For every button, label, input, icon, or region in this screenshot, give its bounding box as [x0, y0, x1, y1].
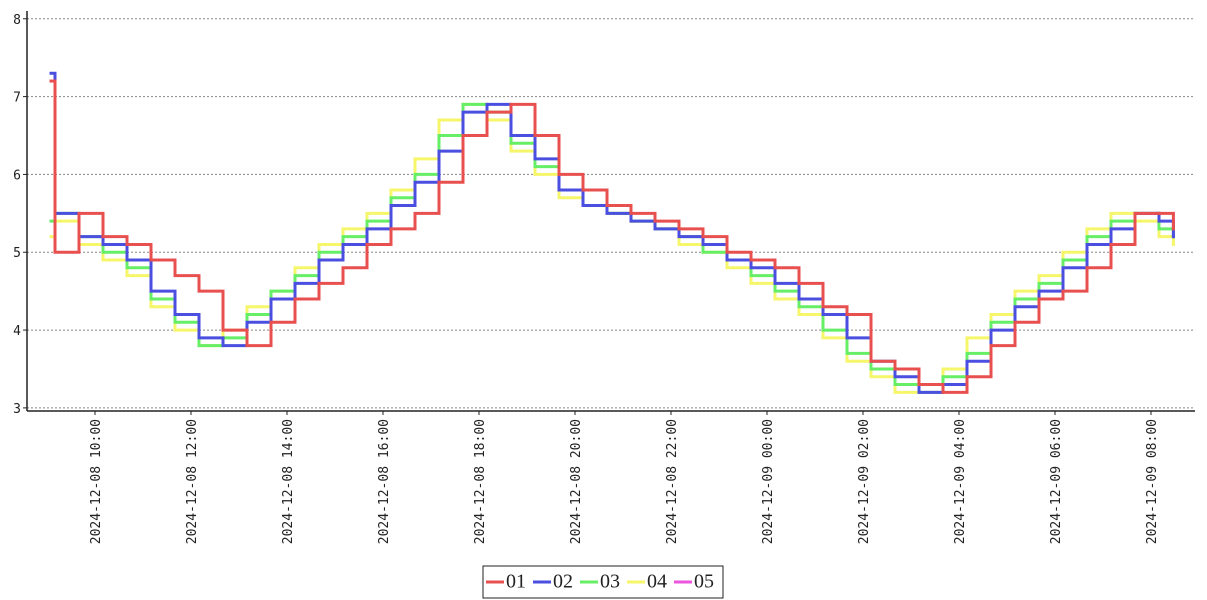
y-tick-label: 4 [13, 324, 21, 339]
x-tick-label: 2024-12-09 08:00 [1145, 419, 1160, 544]
x-tick-label: 2024-12-09 02:00 [857, 419, 872, 544]
series-line [49, 79, 1175, 394]
x-tick-label: 2024-12-08 10:00 [89, 419, 104, 544]
x-tick-label: 2024-12-08 20:00 [569, 419, 584, 544]
x-tick-label: 2024-12-08 18:00 [473, 419, 488, 544]
x-tick-label: 2024-12-08 12:00 [185, 419, 200, 544]
x-tick-label: 2024-12-09 00:00 [761, 419, 776, 544]
y-tick-label: 7 [13, 91, 21, 106]
legend-label: 03 [600, 571, 620, 593]
legend-label: 02 [553, 571, 573, 593]
x-tick-label: 2024-12-09 06:00 [1049, 419, 1064, 544]
y-tick-label: 3 [13, 402, 21, 417]
x-tick-label: 2024-12-09 04:00 [953, 419, 968, 544]
x-tick-label: 2024-12-08 16:00 [377, 419, 392, 544]
series-line [49, 102, 1175, 394]
x-tick-label: 2024-12-08 14:00 [281, 419, 296, 544]
y-tick-label: 5 [13, 246, 21, 261]
y-tick-label: 6 [13, 168, 21, 183]
series-line [49, 102, 1175, 394]
x-tick-label: 2024-12-08 22:00 [665, 419, 680, 544]
legend-label: 05 [694, 571, 714, 593]
legend-label: 01 [506, 571, 526, 593]
y-tick-label: 8 [13, 13, 21, 28]
legend-label: 04 [647, 571, 667, 593]
